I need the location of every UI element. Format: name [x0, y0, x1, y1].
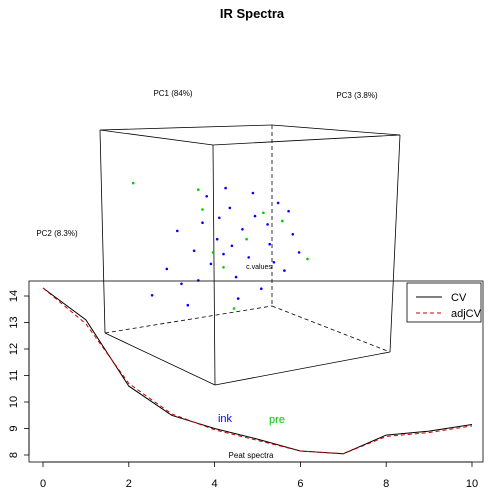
y-tick-label: 12 — [8, 343, 20, 355]
figure-title: IR Spectra — [220, 6, 285, 21]
scatter-point-ink — [215, 237, 219, 241]
scatter-point-ink — [224, 186, 227, 190]
line-chart: 0 2 4 6 8 10 8 9 10 11 12 13 14 ink pre Peat spectr… — [8, 280, 484, 490]
scatter-point-ink — [268, 242, 272, 246]
x-tick-label: 0 — [40, 478, 46, 490]
legend-label-cv: CV — [451, 292, 467, 304]
cube-edge — [389, 134, 401, 353]
x-tick-label: 2 — [126, 478, 132, 490]
cube-edge — [99, 129, 106, 334]
y-tick-label: 8 — [8, 452, 20, 458]
y-tick-label: 10 — [8, 396, 20, 408]
group-label-ink: ink — [218, 413, 233, 425]
axis-label-pc1: PC1 (84%) — [153, 89, 192, 98]
scatter-point-pre — [245, 237, 248, 241]
cube-edge — [99, 129, 214, 146]
cube-edge — [271, 124, 401, 136]
annotation-c-values: c.values — [246, 264, 272, 271]
x-tick-label: 8 — [383, 478, 389, 490]
legend-label-adjcv: adjCV — [451, 308, 482, 320]
legend: CV adjCV — [406, 282, 482, 323]
scatter-point-ink — [291, 233, 295, 236]
scatter-point-ink — [234, 275, 238, 279]
scatter-point-ink — [218, 216, 221, 220]
scatter-point-ink — [297, 251, 301, 254]
scatter-point-ink — [205, 195, 208, 198]
series-lines — [42, 287, 473, 455]
scatter-point-ink — [180, 282, 183, 286]
scatter-point-ink — [201, 221, 204, 224]
scatter-point-ink — [222, 252, 225, 256]
y-tick-label: 13 — [8, 316, 20, 328]
scatter-point-ink — [209, 262, 213, 266]
scatter-point-ink — [150, 294, 154, 297]
scatter-point-ink — [165, 267, 169, 271]
scatter-point-pre — [197, 188, 200, 191]
legend-box — [406, 282, 482, 323]
x-tick-label: 6 — [297, 478, 303, 490]
axis-label-pc2: PC2 (8.3%) — [36, 229, 78, 238]
scatter-point-ink — [247, 256, 250, 259]
x-tick-label: 4 — [212, 478, 218, 490]
axis-label-pc3: PC3 (3.8%) — [336, 91, 378, 100]
y-tick-label: 11 — [8, 370, 20, 381]
cube-edge — [99, 124, 273, 131]
scatter-point-pre — [211, 251, 215, 254]
cube-edge — [212, 144, 216, 386]
scatter-point-ink — [266, 223, 269, 226]
scatter-point-ink — [186, 303, 190, 307]
scatter-point-ink — [236, 297, 240, 300]
scatter-point-ink — [283, 269, 286, 272]
scatter-point-pre — [306, 257, 309, 261]
cube-edge-hidden — [104, 305, 273, 334]
cube-frame — [99, 124, 401, 386]
cube-edge — [214, 351, 391, 386]
x-tick-label: 10 — [466, 478, 478, 490]
y-axis: 8 9 10 11 12 13 14 — [8, 290, 30, 458]
scatter-point-pre — [201, 208, 204, 211]
scatter-point-pre — [281, 219, 284, 223]
scatter-point-pre — [232, 307, 236, 310]
scatter-point-ink — [287, 209, 290, 213]
scatter-point-ink — [260, 287, 263, 291]
scatter-points — [131, 181, 309, 310]
pca-3d-scatter: PC1 (84%) PC3 (3.8%) PC2 (8.3%) c.values — [36, 89, 401, 386]
cube-edge-hidden — [271, 305, 391, 353]
scatter-point-ink — [228, 206, 232, 210]
scatter-point-ink — [251, 191, 255, 195]
scatter-point-ink — [230, 244, 234, 248]
scatter-point-ink — [241, 228, 244, 231]
x-axis: 0 2 4 6 8 10 — [40, 461, 478, 490]
scatter-point-pre — [131, 181, 135, 185]
y-tick-label: 14 — [8, 290, 20, 302]
scatter-point-ink — [253, 214, 257, 218]
scatter-point-ink — [276, 201, 280, 205]
scatter-point-ink — [192, 249, 196, 253]
y-tick-label: 9 — [8, 425, 20, 431]
cube-edge — [104, 332, 216, 386]
scatter-point-ink — [272, 261, 276, 264]
group-label-pre: pre — [269, 414, 285, 426]
scatter-point-ink — [176, 229, 179, 233]
scatter-point-pre — [222, 266, 225, 269]
cube-edge — [212, 134, 401, 146]
annotation-peat-spectra: Peat spectra — [229, 451, 274, 460]
scatter-point-pre — [262, 211, 265, 215]
